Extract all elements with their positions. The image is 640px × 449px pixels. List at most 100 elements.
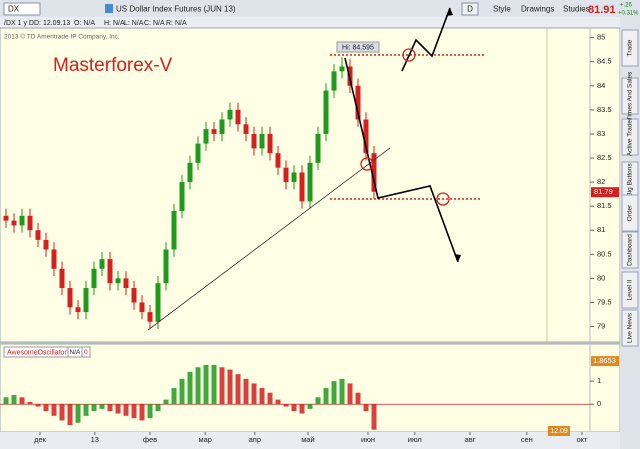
oscillator-bar xyxy=(267,392,273,405)
sidebar-tab-label[interactable]: Trade xyxy=(627,39,634,56)
candle-body xyxy=(195,143,201,163)
arrow-head xyxy=(454,254,461,262)
y-tick-label: 83 xyxy=(597,129,605,138)
candle-body xyxy=(75,307,81,313)
y-tick-label: 83.5 xyxy=(597,105,612,114)
period[interactable]: D xyxy=(467,5,473,14)
candle-body xyxy=(299,172,305,202)
y-tick-label: 79 xyxy=(597,322,605,331)
sidebar-tab[interactable] xyxy=(621,29,639,67)
y-tick-label: 0 xyxy=(597,399,601,408)
symbol[interactable]: DX xyxy=(8,5,20,14)
candle-body xyxy=(323,90,329,134)
oscillator-bar xyxy=(171,388,177,405)
sidebar-tab-label[interactable]: Level II xyxy=(627,279,634,300)
circle-marker xyxy=(360,157,374,171)
oscillator-bar xyxy=(275,399,281,405)
oscillator-bar xyxy=(139,404,145,421)
oscillator-bar xyxy=(155,404,161,412)
x-tick-label: окт xyxy=(577,435,589,444)
info-item: C: N/A xyxy=(144,20,165,27)
y-tick-label: 81 xyxy=(597,225,605,234)
oscillator-bar xyxy=(363,404,369,412)
candle-body xyxy=(371,153,377,192)
oscillator-bar xyxy=(307,404,313,409)
candle-body xyxy=(227,109,233,120)
candle-body xyxy=(179,182,185,211)
date-marker-box xyxy=(548,426,570,436)
oscillator-bar xyxy=(59,404,65,421)
info-row: /DX 1 y D D: 12.09.13 O: N/A H: N/A L: N/A C:… xyxy=(4,20,187,27)
oscillator-bar xyxy=(51,404,57,416)
circle-marker xyxy=(402,48,416,62)
info-item: /DX 1 y D xyxy=(4,20,34,27)
oscillator-bar xyxy=(259,388,265,405)
oscillator-bar xyxy=(347,383,353,405)
candle-body xyxy=(363,119,369,154)
oscillator-bar xyxy=(339,378,345,405)
candle-body xyxy=(243,124,249,134)
oscillator-bar xyxy=(203,364,209,405)
sidebar-tab[interactable] xyxy=(621,231,639,269)
info-item: R: N/A xyxy=(166,20,187,27)
oscillator-bar xyxy=(331,381,337,405)
symbol-input[interactable] xyxy=(3,2,41,16)
period-button[interactable] xyxy=(461,2,479,16)
x-tick-label: дек xyxy=(34,435,47,444)
oscillator-bar xyxy=(283,404,289,407)
oscillator-bar xyxy=(131,404,137,419)
sidebar-tab-label[interactable]: Dashboard xyxy=(627,234,634,266)
last-price-label: 81.79 xyxy=(594,187,613,196)
y-tick-label: 80 xyxy=(597,273,605,282)
candle-body xyxy=(315,133,321,163)
oscillator-bar xyxy=(99,404,105,409)
oscillator-bar xyxy=(123,404,129,416)
sidebar-tab-label[interactable]: Times And Sales xyxy=(627,71,634,120)
description: US Dollar Index Futures (JUN 13) xyxy=(116,5,236,14)
sidebar-tab[interactable] xyxy=(621,118,639,156)
sidebar-tab[interactable] xyxy=(621,194,639,232)
sidebar-tab[interactable] xyxy=(621,271,639,309)
oscillator-bar xyxy=(315,397,321,405)
oscillator-bar xyxy=(187,371,193,405)
candle-body xyxy=(115,278,121,284)
change-pct: +0.31% xyxy=(618,11,639,17)
candle-body xyxy=(291,172,297,183)
y-tick-label: 81.5 xyxy=(597,201,612,210)
oscillator-bar xyxy=(235,374,241,405)
hi-label: Hi: 84.595 xyxy=(342,44,374,51)
candle-body xyxy=(339,66,345,72)
candle-body xyxy=(51,249,57,269)
toolbar-button[interactable]: Drawings xyxy=(521,5,554,14)
oscillator-bar xyxy=(107,404,113,412)
candle-body xyxy=(211,129,217,134)
sidebar-tab[interactable] xyxy=(621,309,639,347)
drawings xyxy=(147,7,484,331)
oscillator-panel xyxy=(0,343,621,433)
candle-body xyxy=(83,288,89,313)
sidebar-tab-label[interactable]: Order xyxy=(627,204,634,221)
y-tick-label: 84.5 xyxy=(597,57,612,66)
candle-body xyxy=(275,153,281,168)
oscillator-bar xyxy=(371,404,377,430)
toolbar-button[interactable]: Studies xyxy=(563,5,590,14)
study-status-box xyxy=(81,346,91,358)
oscillator-bar xyxy=(299,404,305,414)
oscillator-bar xyxy=(163,399,169,405)
x-tick-label: июн xyxy=(361,435,375,444)
candle-body xyxy=(171,210,177,250)
oscillator-bar xyxy=(91,404,97,412)
toolbar xyxy=(0,0,640,17)
toolbar-button[interactable]: Style xyxy=(493,5,511,14)
sidebar-tab-label[interactable]: Active Trader xyxy=(627,117,634,156)
oscillator-bar xyxy=(355,392,361,405)
oscillator-bar xyxy=(19,397,25,405)
sidebar-tab-label[interactable]: Live News xyxy=(627,312,634,343)
sidebar-tab[interactable] xyxy=(621,77,639,115)
oscillator-bar xyxy=(323,388,329,405)
forecast-line xyxy=(401,7,451,72)
sidebar-tab-label[interactable]: Big Buttons xyxy=(627,163,634,197)
oscillator-bar xyxy=(43,404,49,412)
y-tick-label: 1 xyxy=(597,376,601,385)
chart-marks: дек 13 фев мар апр май июн июл авг сен окт 85 84.5 84… xyxy=(0,33,619,444)
